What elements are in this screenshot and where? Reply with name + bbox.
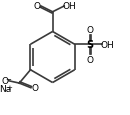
- Text: −: −: [5, 76, 11, 82]
- Text: OH: OH: [100, 40, 114, 49]
- Text: S: S: [86, 40, 93, 50]
- Text: O: O: [33, 1, 40, 10]
- Text: O: O: [32, 83, 39, 92]
- Text: Na: Na: [0, 84, 11, 93]
- Text: O: O: [86, 55, 93, 64]
- Text: O: O: [86, 26, 93, 35]
- Text: OH: OH: [63, 2, 77, 11]
- Text: +: +: [6, 84, 12, 90]
- Text: O: O: [2, 76, 9, 85]
